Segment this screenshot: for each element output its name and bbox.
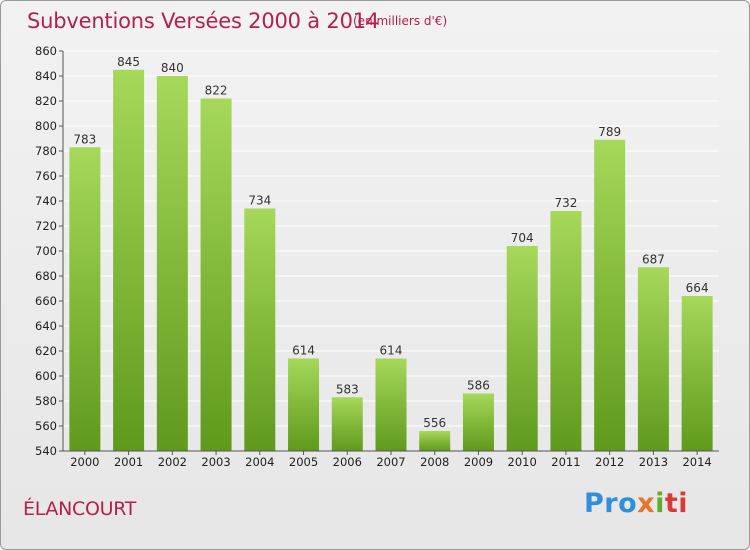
bar	[594, 139, 626, 451]
x-tick-label: 2006	[333, 455, 362, 469]
bar	[462, 393, 494, 451]
data-label: 556	[423, 416, 446, 430]
y-tick-label: 760	[35, 169, 57, 183]
bar	[550, 211, 582, 451]
bar	[200, 98, 232, 451]
data-label: 845	[117, 55, 140, 69]
bar	[69, 147, 101, 451]
x-tick-label: 2008	[420, 455, 449, 469]
x-tick-label: 2011	[551, 455, 580, 469]
data-label: 687	[642, 252, 665, 266]
data-label: 614	[380, 344, 403, 358]
x-tick-label: 2007	[376, 455, 405, 469]
chart-title: Subventions Versées 2000 à 2014	[27, 9, 380, 33]
bar	[375, 358, 407, 451]
y-tick-label: 640	[35, 319, 57, 333]
bar	[156, 76, 188, 451]
bar	[506, 246, 538, 451]
logo-part: i	[655, 488, 665, 519]
data-label: 583	[336, 382, 359, 396]
data-label: 789	[598, 125, 621, 139]
data-label: 586	[467, 379, 490, 393]
x-axis-ticks: 2000 2001 2002 2003 2004 2005 2006 2007 2008 2009…	[70, 451, 712, 469]
y-tick-label: 580	[35, 394, 57, 408]
bars: 783 845 840 822 734 614 583 614 556 586 704 732 789 6…	[69, 55, 713, 451]
x-tick-label: 2012	[595, 455, 624, 469]
x-tick-label: 2013	[639, 455, 668, 469]
data-label: 614	[292, 344, 315, 358]
commune-name: ÉLANCOURT	[23, 498, 137, 520]
x-tick-label: 2014	[682, 455, 711, 469]
bar	[113, 69, 145, 451]
y-tick-label: 660	[35, 294, 57, 308]
y-tick-label: 680	[35, 269, 57, 283]
x-tick-label: 2000	[70, 455, 99, 469]
data-label: 734	[248, 194, 271, 208]
logo-part: x	[637, 488, 656, 519]
x-tick-label: 2005	[289, 455, 318, 469]
y-tick-label: 840	[35, 69, 57, 83]
y-tick-label: 820	[35, 94, 57, 108]
bar	[637, 267, 669, 451]
y-axis-ticks: 540 560 580 600 620 640 660 680 700 720 740 760 780 8…	[35, 44, 63, 458]
y-tick-label: 800	[35, 119, 57, 133]
bar	[244, 208, 276, 451]
data-label: 822	[205, 84, 228, 98]
data-label: 664	[686, 281, 709, 295]
data-label: 732	[554, 196, 577, 210]
x-tick-label: 2001	[114, 455, 143, 469]
y-tick-label: 600	[35, 369, 57, 383]
y-tick-label: 700	[35, 244, 57, 258]
bar	[331, 397, 363, 451]
y-tick-label: 780	[35, 144, 57, 158]
y-tick-label: 540	[35, 444, 57, 458]
bar	[288, 358, 320, 451]
y-tick-label: 720	[35, 219, 57, 233]
axes	[62, 51, 719, 452]
x-tick-label: 2004	[245, 455, 274, 469]
data-label: 840	[161, 61, 184, 75]
y-tick-label: 860	[35, 44, 57, 58]
logo-part: ti	[664, 488, 689, 519]
data-label: 704	[511, 231, 534, 245]
bar	[681, 296, 713, 451]
data-label: 783	[73, 132, 96, 146]
x-tick-label: 2009	[464, 455, 493, 469]
proxiti-logo: Proxiti	[584, 488, 688, 519]
x-tick-label: 2002	[158, 455, 187, 469]
y-tick-label: 620	[35, 344, 57, 358]
logo-part: Pro	[584, 488, 638, 519]
unit-label: (en milliers d'€)	[353, 14, 448, 28]
x-tick-label: 2003	[201, 455, 230, 469]
x-tick-label: 2010	[508, 455, 537, 469]
bar	[419, 431, 451, 451]
y-tick-label: 560	[35, 419, 57, 433]
y-tick-label: 740	[35, 194, 57, 208]
